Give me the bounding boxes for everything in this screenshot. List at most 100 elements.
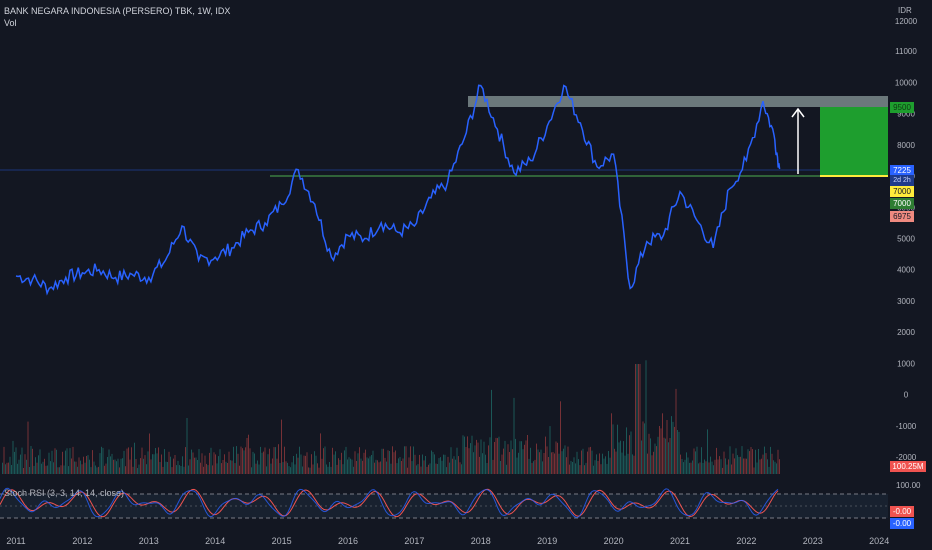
volume-bar — [386, 461, 387, 474]
volume-bar — [219, 449, 221, 474]
volume-bar — [663, 437, 665, 474]
volume-bar — [717, 459, 719, 474]
price-badge: 7225 — [890, 165, 914, 176]
volume-bar — [626, 427, 627, 474]
volume-bar — [383, 448, 384, 474]
x-tick-label: 2011 — [6, 536, 25, 546]
volume-bar — [758, 449, 759, 474]
volume-bar — [468, 448, 470, 474]
volume-bar — [638, 364, 639, 474]
volume-bar — [404, 446, 405, 474]
volume-bar — [506, 464, 507, 474]
volume-bar — [35, 457, 36, 474]
volume-bar — [186, 418, 188, 474]
volume-bar — [86, 456, 87, 474]
volume-bar — [573, 457, 575, 474]
volume-bar — [719, 456, 720, 474]
volume-bar — [261, 452, 263, 474]
volume-bar — [630, 431, 632, 474]
volume-bar — [368, 458, 369, 474]
x-tick-label: 2023 — [803, 536, 823, 546]
volume-bar — [513, 397, 515, 474]
volume-bar — [579, 465, 581, 474]
volume-bar — [429, 463, 431, 474]
volume-bar — [338, 458, 339, 474]
volume-bar — [221, 463, 222, 474]
volume-bar — [689, 462, 690, 474]
volume-bar — [756, 462, 758, 474]
volume-bar — [23, 468, 24, 474]
volume-bar — [251, 467, 252, 474]
volume-bar — [164, 449, 165, 474]
volume-bar — [461, 464, 462, 474]
y-tick-label: -2000 — [896, 453, 917, 462]
volume-bar — [77, 466, 78, 474]
volume-bar — [117, 458, 119, 474]
volume-bar — [600, 464, 602, 474]
x-tick-label: 2014 — [205, 536, 225, 546]
volume-bar — [633, 455, 635, 474]
volume-bar — [438, 458, 440, 474]
volume-bar — [347, 459, 348, 474]
volume-bar — [486, 463, 488, 474]
volume-bar — [728, 459, 729, 474]
volume-bar — [524, 444, 525, 474]
volume-bar — [483, 441, 485, 474]
volume-bar — [590, 446, 591, 474]
volume-bar — [120, 458, 122, 474]
volume-bar — [645, 360, 647, 474]
x-axis: 2011 2012 2013 2014 2015 2016 2017 2018 2019 2020… — [6, 536, 889, 546]
volume-bar — [63, 465, 65, 474]
volume-bar — [621, 452, 623, 474]
x-tick-label: 2016 — [338, 536, 358, 546]
volume-bar — [779, 459, 780, 474]
volume-bar — [723, 451, 725, 474]
volume-bar — [684, 459, 686, 474]
volume-bar — [270, 463, 272, 474]
volume-bar — [398, 458, 399, 474]
volume-bar — [651, 455, 653, 474]
volume-bar — [425, 456, 426, 474]
volume-bar — [744, 458, 746, 474]
volume-bar — [711, 461, 713, 474]
volume-bar — [168, 451, 170, 474]
volume-bar — [191, 449, 192, 474]
volume-bar — [480, 439, 482, 474]
volume-bar — [681, 459, 683, 474]
volume-bar — [336, 464, 338, 474]
volume-bar — [567, 446, 569, 474]
volume-bar — [507, 444, 509, 474]
resistance-zone[interactable] — [468, 96, 888, 107]
target-badge: 9500 — [890, 102, 914, 113]
volume-bar — [45, 465, 47, 474]
volume-bar — [597, 461, 599, 474]
volume-bar — [659, 426, 660, 474]
price-series[interactable] — [15, 84, 781, 296]
y-tick-label: 12000 — [895, 17, 918, 26]
volume-bar — [653, 451, 654, 474]
price-line[interactable] — [15, 84, 781, 296]
stoch-k-badge: -0.00 — [890, 518, 914, 529]
volume-bar — [608, 451, 609, 474]
volume-label: Vol — [4, 18, 17, 28]
volume-bar — [92, 450, 93, 474]
volume-bar — [239, 465, 240, 474]
target-box[interactable] — [820, 107, 888, 176]
volume-bar — [375, 459, 377, 474]
volume-bar — [392, 446, 393, 474]
volume-bar — [327, 466, 329, 474]
volume-bar — [381, 448, 383, 474]
volume-bar — [741, 446, 743, 474]
volume-bar — [587, 451, 588, 474]
volume-bar — [624, 455, 626, 474]
volume-bar — [342, 464, 344, 474]
volume-bar — [60, 465, 62, 474]
volume-bar — [173, 458, 174, 474]
x-tick-label: 2013 — [139, 536, 159, 546]
volume-bar — [452, 458, 453, 474]
volume-bar — [345, 446, 347, 474]
volume-bar — [695, 451, 696, 474]
volume-bar — [522, 449, 524, 474]
volume-bar — [365, 449, 366, 474]
